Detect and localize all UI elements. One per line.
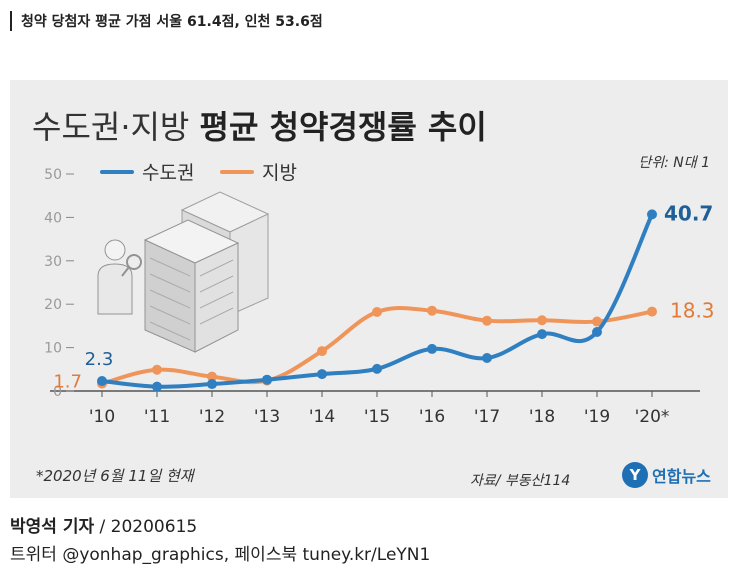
x-tick-label-5: '15	[364, 407, 390, 427]
label-regional-start: 1.7	[53, 372, 82, 393]
chart-title-light: 수도권·지방	[32, 108, 190, 146]
footnote: *2020년 6월 11일 현재	[36, 467, 194, 485]
credit-line: 박영석 기자 / 20200615	[10, 512, 197, 537]
legend-label-0: 수도권	[142, 162, 194, 184]
publish-date: 20200615	[110, 517, 198, 537]
yonhap-logo: Y 연합뉴스	[622, 462, 711, 488]
y-tick-label-40: 40	[44, 210, 62, 226]
x-tick-label-4: '14	[309, 407, 335, 427]
x-tick-label-0: '10	[89, 407, 115, 427]
line-chart: 0 10 20 30 40 50 '10 '11 '12 '13 '14 '15 '16 '17 '18 '1…	[44, 162, 715, 427]
social-links: 트위터 @yonhap_graphics, 페이스북 tuney.kr/LeYN…	[10, 545, 431, 565]
x-tick-label-6: '16	[419, 407, 445, 427]
series-1-point-5	[372, 307, 382, 318]
series-0-point-9	[592, 326, 602, 337]
series-0-point-6	[427, 343, 437, 354]
y-tick-label-30: 30	[44, 254, 62, 270]
x-tick-label-3: '13	[254, 407, 280, 427]
series-0-point-4	[317, 369, 327, 380]
series-0-point-0	[97, 376, 107, 387]
series-1-point-7	[482, 315, 492, 326]
label-metro-end: 40.7	[664, 201, 713, 225]
x-tick-label-9: '19	[584, 407, 610, 427]
legend-label-1: 지방	[262, 162, 297, 184]
series-0-point-5	[372, 363, 382, 374]
x-tick-label-1: '11	[144, 407, 170, 427]
headline-bar	[10, 11, 12, 31]
y-tick-label-20: 20	[44, 297, 62, 313]
headline: 청약 당첨자 평균 가점 서울 61.4점, 인천 53.6점	[10, 10, 323, 32]
series-0-point-3	[262, 374, 272, 385]
y-tick-label-0: 0	[53, 384, 62, 400]
x-tick-label-10: '20*	[635, 407, 670, 427]
credit-separator: /	[94, 517, 111, 537]
x-tick-label-2: '12	[199, 407, 225, 427]
x-tick-label-7: '17	[474, 407, 500, 427]
yonhap-logo-icon: Y	[622, 462, 648, 488]
series-0-point-1	[152, 381, 162, 392]
chart-title-bold: 평균 청약경쟁률 추이	[199, 108, 487, 146]
series-1-point-4	[317, 346, 327, 357]
author-name: 박영석 기자	[10, 517, 95, 537]
x-tick-label-8: '18	[529, 407, 555, 427]
series-0-point-8	[537, 329, 547, 340]
unit-label: 단위: N대 1	[638, 155, 710, 171]
series-1-point-8	[537, 315, 547, 326]
series-line-0	[100, 212, 654, 389]
yonhap-logo-name: 연합뉴스	[652, 467, 711, 486]
series-1-point-6	[427, 305, 437, 316]
series-1-point-1	[152, 364, 162, 375]
y-tick-label-10: 10	[44, 341, 62, 357]
label-regional-end: 18.3	[670, 299, 715, 323]
apartment-illustration-icon	[97, 191, 270, 353]
series-1-point-2	[207, 371, 217, 382]
label-metro-start: 2.3	[85, 349, 114, 370]
chart-title: 수도권·지방 평균 청약경쟁률 추이	[32, 102, 487, 148]
series-1-point-9	[592, 316, 602, 327]
y-tick-label-50: 50	[44, 167, 62, 183]
series-0-point-10	[647, 209, 657, 220]
headline-text: 청약 당첨자 평균 가점 서울 61.4점, 인천 53.6점	[21, 14, 323, 30]
series-0-point-2	[207, 379, 217, 390]
source-label: 자료/ 부동산114	[470, 473, 571, 489]
chart-panel: 수도권·지방 평균 청약경쟁률 추이 단위: N대 1	[10, 80, 728, 498]
series-1-point-10	[647, 306, 657, 317]
series-0-point-7	[482, 353, 492, 364]
